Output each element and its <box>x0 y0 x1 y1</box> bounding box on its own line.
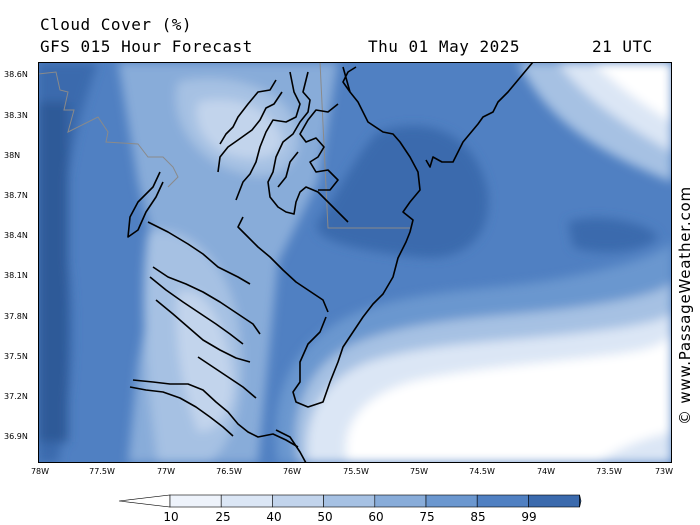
legend-label: 50 <box>317 510 333 524</box>
legend-label: 60 <box>368 510 384 524</box>
lat-label: 38.6N <box>4 70 28 79</box>
map-subtitle: GFS 015 Hour Forecast <box>40 37 253 56</box>
map-title: Cloud Cover (%) <box>40 15 192 34</box>
lon-label: 75.5W <box>343 467 369 476</box>
legend-cell <box>374 494 427 508</box>
lon-label: 75W <box>409 467 429 476</box>
legend-label: 10 <box>163 510 179 524</box>
legend-label: 40 <box>266 510 282 524</box>
legend-cell <box>425 494 478 508</box>
lon-label: 77.5W <box>89 467 115 476</box>
lon-label: 78W <box>30 467 50 476</box>
legend-cell <box>272 494 324 508</box>
legend-label: 99 <box>521 510 537 524</box>
lon-label: 76.5W <box>216 467 242 476</box>
legend-high-cap <box>579 494 582 508</box>
lat-label: 38.1N <box>4 271 28 280</box>
lat-label: 36.9N <box>4 432 28 441</box>
legend-cell <box>476 494 529 508</box>
lat-label: 37.8N <box>4 312 28 321</box>
lat-label: 38.3N <box>4 111 28 120</box>
lon-label: 77W <box>156 467 176 476</box>
legend-low-cap <box>118 494 171 508</box>
lat-label: 37.2N <box>4 392 28 401</box>
lon-label: 74W <box>536 467 556 476</box>
lon-label: 76W <box>282 467 302 476</box>
map-frame <box>38 62 672 463</box>
legend-cell <box>323 494 376 508</box>
credit-watermark: © www.PassageWeather.com <box>676 186 694 425</box>
cloud-cover-map <box>38 62 672 463</box>
lon-label: 73.5W <box>596 467 622 476</box>
legend-cell <box>528 494 580 508</box>
legend-colorbar <box>118 494 582 508</box>
state-borders <box>38 62 410 229</box>
legend-cell <box>220 494 273 508</box>
cloud-field <box>38 62 672 463</box>
lon-label: 73W <box>654 467 674 476</box>
legend-label: 85 <box>470 510 486 524</box>
lat-label: 37.5N <box>4 352 28 361</box>
lat-label: 38N <box>4 151 21 160</box>
lon-label: 74.5W <box>469 467 495 476</box>
forecast-time: 21 UTC <box>592 37 653 56</box>
legend-cell <box>169 494 222 508</box>
legend-label: 75 <box>419 510 435 524</box>
legend-label: 25 <box>215 510 231 524</box>
forecast-date: Thu 01 May 2025 <box>368 37 520 56</box>
lat-label: 38.7N <box>4 191 28 200</box>
lat-label: 38.4N <box>4 231 28 240</box>
coastlines <box>127 62 534 463</box>
